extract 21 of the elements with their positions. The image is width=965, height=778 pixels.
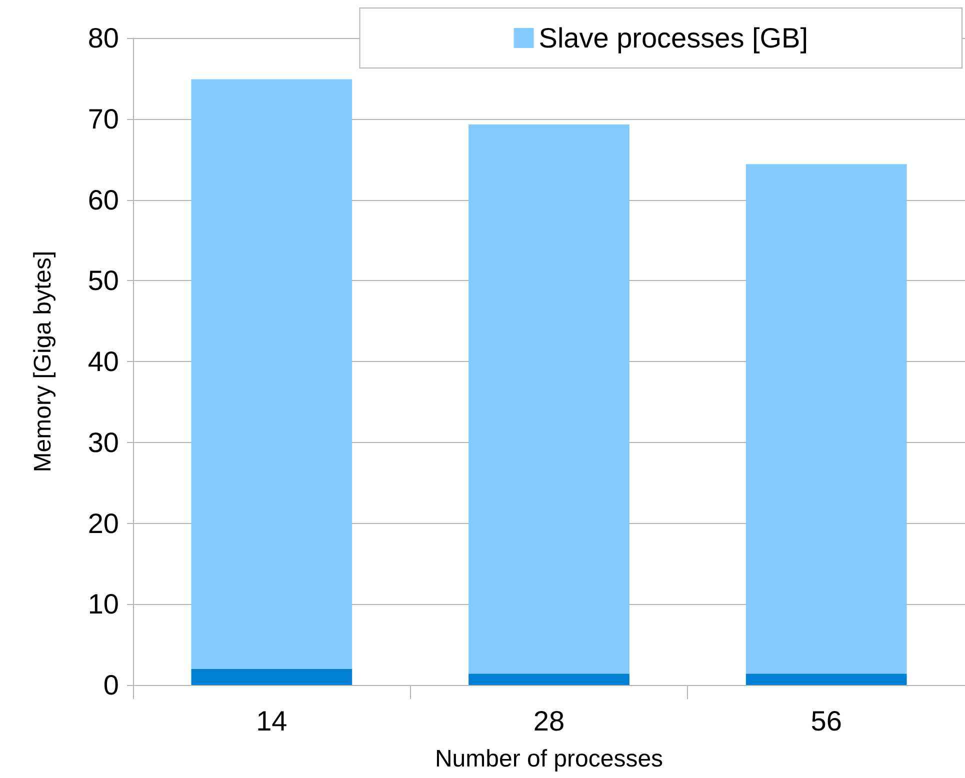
y-tick-label: 20	[88, 508, 119, 539]
x-tick-label: 28	[533, 706, 565, 736]
y-axis-title: Memory [Giga bytes]	[30, 250, 56, 472]
y-tick-label: 70	[88, 103, 119, 134]
bar	[191, 79, 352, 669]
y-tick-label: 40	[88, 346, 119, 377]
y-tick-label: 50	[88, 265, 119, 296]
y-tick-label: 30	[88, 426, 119, 458]
y-tick-label: 80	[88, 22, 119, 54]
bar	[746, 164, 907, 674]
legend-label: Slave processes [GB]	[538, 22, 808, 54]
bar	[191, 668, 352, 685]
bar	[468, 674, 630, 685]
bar	[746, 674, 907, 685]
y-tick-label: 60	[88, 184, 119, 216]
x-axis-title: Number of processes	[434, 746, 664, 772]
y-tick-label: 0	[103, 670, 119, 700]
y-tick-label: 10	[88, 588, 119, 620]
x-tick-label: 14	[256, 706, 288, 736]
bar	[468, 124, 630, 674]
x-tick-label: 56	[810, 706, 842, 736]
